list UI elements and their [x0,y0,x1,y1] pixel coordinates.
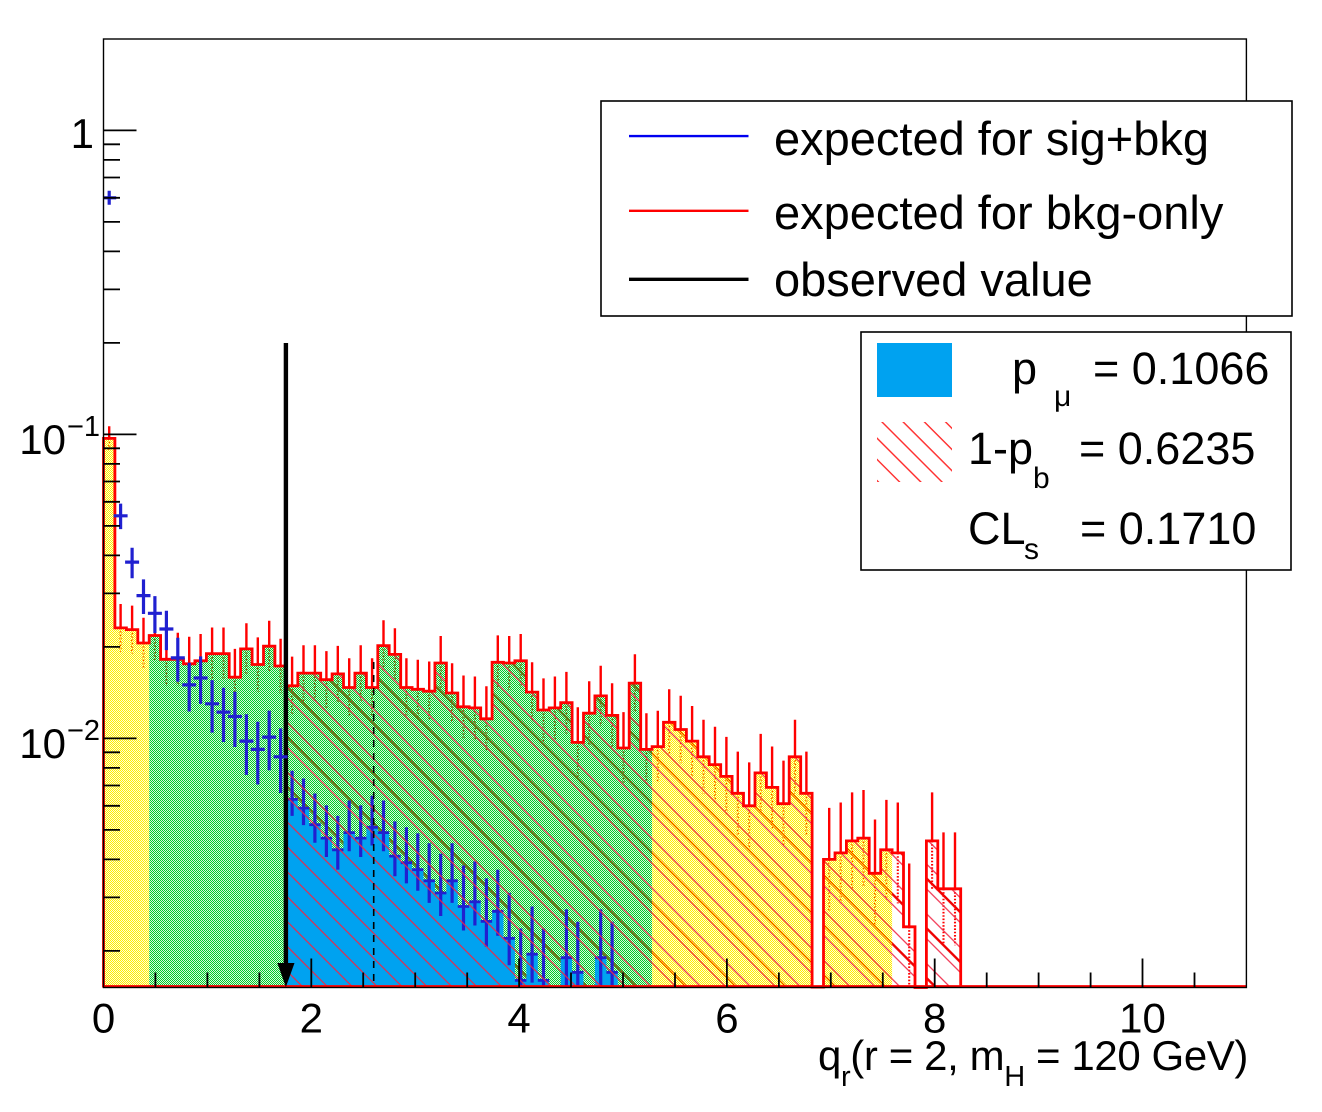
svg-text:1: 1 [71,110,94,157]
svg-text:8: 8 [923,995,946,1042]
svg-text:10: 10 [1119,995,1166,1042]
svg-text:4: 4 [507,995,530,1042]
svg-text:qr(r = 2, mH = 120 GeV): qr(r = 2, mH = 120 GeV) [818,1032,1248,1093]
svg-text:−1: −1 [67,411,100,443]
svg-text:p: p [1012,343,1037,394]
svg-text:10: 10 [19,416,66,463]
svg-text:6: 6 [715,995,738,1042]
svg-text:2: 2 [300,995,323,1042]
svg-text:= 0.1066: = 0.1066 [1093,343,1269,394]
svg-text:= 0.1710: = 0.1710 [1080,503,1256,554]
svg-text:expected for sig+bkg: expected for sig+bkg [774,112,1209,165]
svg-text:expected for bkg-only: expected for bkg-only [774,186,1224,239]
svg-text:0: 0 [92,995,115,1042]
svg-text:s: s [1024,533,1039,566]
svg-text:= 0.6235: = 0.6235 [1079,423,1255,474]
svg-text:observed value: observed value [774,253,1093,306]
svg-text:10: 10 [19,720,66,767]
svg-text:−2: −2 [67,715,100,747]
svg-text:CL: CL [968,503,1026,554]
svg-text:b: b [1033,462,1050,495]
svg-text:1-p: 1-p [968,423,1033,474]
svg-text:μ: μ [1054,380,1071,413]
